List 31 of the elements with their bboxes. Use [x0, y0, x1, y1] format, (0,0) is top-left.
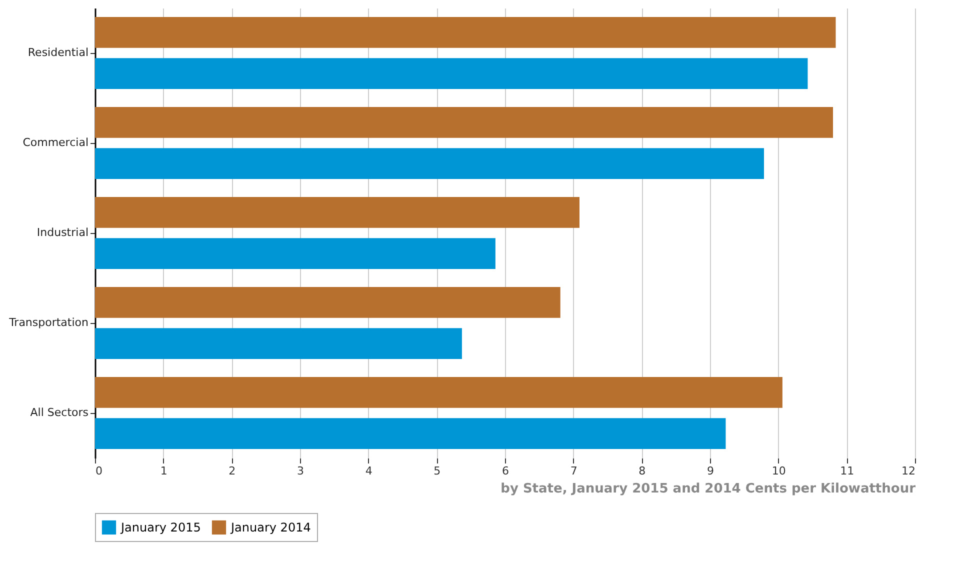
y-tick-label: Residential	[28, 46, 88, 59]
bar	[95, 238, 496, 269]
bar	[95, 148, 764, 179]
x-tick-label: 5	[434, 464, 441, 478]
y-tick-label: Commercial	[22, 136, 88, 149]
x-tick-label: 11	[840, 464, 854, 478]
y-tick-label: Transportation	[8, 316, 89, 329]
x-tick-label: 1	[160, 464, 168, 478]
x-tick-label: 6	[502, 464, 509, 478]
bar	[95, 107, 833, 138]
y-tick-label: Industrial	[36, 226, 88, 239]
legend-label: January 2015	[120, 520, 201, 534]
x-tick-label: 12	[902, 464, 916, 478]
x-tick-label: 8	[638, 464, 646, 478]
bar	[95, 377, 782, 408]
x-tick-label: 9	[707, 464, 714, 478]
y-tick-label: All Sectors	[30, 406, 89, 419]
bar	[95, 17, 836, 48]
bar	[95, 328, 462, 359]
x-tick-label: 0	[96, 464, 102, 478]
bar	[95, 58, 808, 89]
x-tick-label: 10	[772, 464, 786, 478]
bar	[95, 418, 726, 449]
legend-label: January 2014	[230, 520, 311, 534]
x-tick-label: 3	[297, 464, 304, 478]
bar	[95, 197, 580, 228]
bar	[95, 287, 560, 318]
x-tick-label: 7	[570, 464, 578, 478]
x-axis-title: by State, January 2015 and 2014 Cents per Kilowatthour	[500, 482, 916, 496]
x-tick-label: 2	[228, 464, 236, 478]
x-tick-label: 4	[365, 464, 372, 478]
